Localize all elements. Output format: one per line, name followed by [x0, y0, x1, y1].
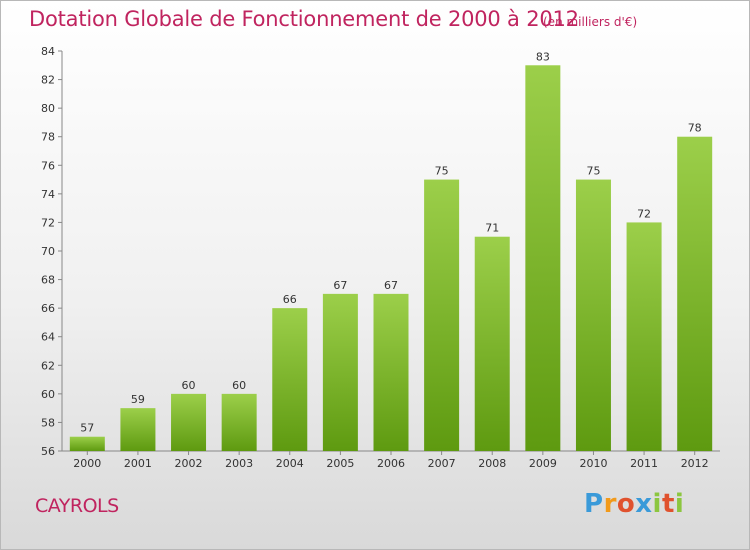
- bar-2000: [69, 436, 105, 451]
- y-tick-label: 78: [41, 131, 55, 144]
- value-label-2009: 83: [536, 50, 550, 63]
- value-label-2003: 60: [232, 379, 246, 392]
- commune-name: CAYROLS: [35, 495, 119, 517]
- value-label-2006: 67: [384, 279, 398, 292]
- value-label-2012: 78: [688, 122, 702, 135]
- bar-2012: [677, 136, 713, 451]
- x-tick-label-2011: 2011: [630, 457, 658, 470]
- bar-2007: [424, 179, 460, 452]
- x-tick-label-2007: 2007: [428, 457, 456, 470]
- value-label-2008: 71: [485, 222, 499, 235]
- bar-2010: [575, 179, 611, 452]
- y-tick-label: 84: [41, 45, 55, 58]
- value-label-2002: 60: [182, 379, 196, 392]
- y-tick-label: 60: [41, 388, 55, 401]
- value-label-2000: 57: [80, 422, 94, 435]
- value-label-2011: 72: [637, 207, 651, 220]
- x-tick-label-2003: 2003: [225, 457, 253, 470]
- x-tick-label-2005: 2005: [326, 457, 354, 470]
- bar-2003: [221, 393, 257, 451]
- y-tick-label: 82: [41, 74, 55, 87]
- x-tick-label-2004: 2004: [276, 457, 304, 470]
- x-tick-label-2010: 2010: [579, 457, 607, 470]
- y-tick-label: 56: [41, 445, 55, 458]
- y-tick-label: 62: [41, 359, 55, 372]
- y-tick-label: 72: [41, 216, 55, 229]
- x-tick-label-2006: 2006: [377, 457, 405, 470]
- x-tick-label-2002: 2002: [175, 457, 203, 470]
- y-tick-label: 66: [41, 302, 55, 315]
- bar-2002: [171, 393, 207, 451]
- y-tick-label: 58: [41, 416, 55, 429]
- bar-2011: [626, 222, 662, 451]
- y-tick-label: 80: [41, 102, 55, 115]
- y-tick-label: 74: [41, 188, 55, 201]
- y-tick-label: 76: [41, 159, 55, 172]
- proxiti-logo: Proxiti: [584, 489, 685, 519]
- x-tick-label-2008: 2008: [478, 457, 506, 470]
- value-label-2004: 66: [283, 293, 297, 306]
- bar-2001: [120, 408, 156, 451]
- bar-2005: [322, 293, 358, 451]
- bar-2008: [474, 236, 510, 451]
- value-label-2005: 67: [333, 279, 347, 292]
- chart-subtitle: (en milliers d'€): [543, 15, 638, 29]
- x-tick-label-2001: 2001: [124, 457, 152, 470]
- chart-title: Dotation Globale de Fonctionnement de 20…: [29, 7, 579, 31]
- y-tick-label: 64: [41, 331, 55, 344]
- x-tick-label-2000: 2000: [73, 457, 101, 470]
- x-tick-label-2009: 2009: [529, 457, 557, 470]
- bar-2006: [373, 293, 409, 451]
- y-tick-label: 70: [41, 245, 55, 258]
- value-label-2007: 75: [435, 165, 449, 178]
- value-label-2010: 75: [586, 165, 600, 178]
- chart-axes: 56 58 60 62 64 66 68 70 72 74 76 78 80 82 84 2000 2001 20…: [41, 45, 720, 470]
- x-tick-label-2012: 2012: [681, 457, 709, 470]
- y-tick-label: 68: [41, 274, 55, 287]
- chart-bars: 57 59 60 60 66 67 67 75 71 83 75 72 78: [69, 50, 713, 452]
- bar-2004: [272, 308, 308, 451]
- value-label-2001: 59: [131, 393, 145, 406]
- bar-2009: [525, 65, 561, 452]
